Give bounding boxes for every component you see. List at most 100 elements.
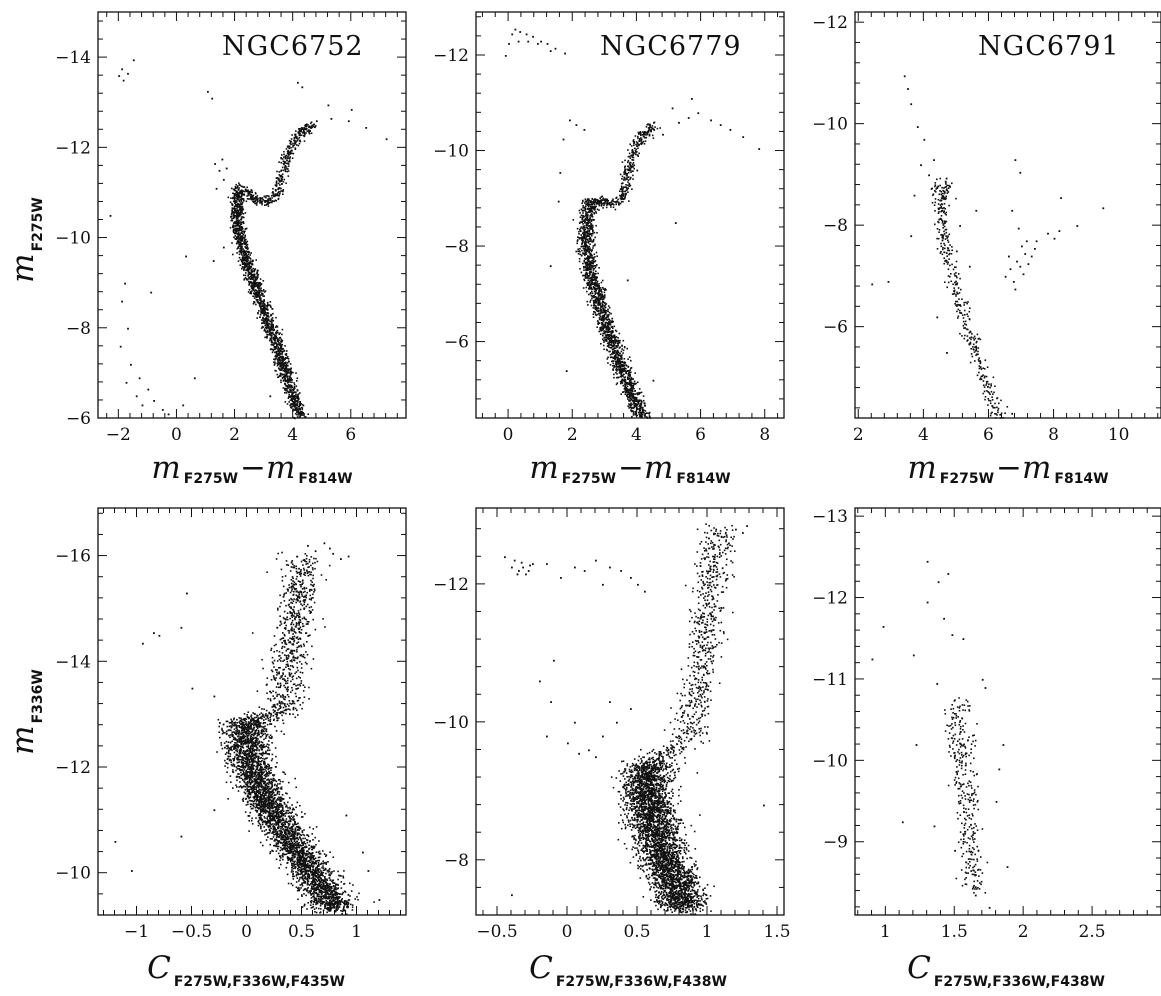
ngc6752-star-point <box>264 312 266 314</box>
ngc6791-star-point <box>1034 248 1036 250</box>
ngc6791-star-point <box>871 284 873 286</box>
ngc6752-star-point <box>194 377 196 379</box>
ngc6779-star-point <box>586 267 588 269</box>
ngc6779-star-point <box>603 310 605 312</box>
ngc6791-star-point <box>1004 412 1006 414</box>
ngc6752-star-point <box>241 268 243 270</box>
ngc6752-star-point <box>259 316 261 318</box>
ngc6791-star-point <box>984 391 986 393</box>
ngc6752-star-point <box>244 191 246 193</box>
ngc6779-star-point <box>578 231 580 233</box>
ngc6752-star-point <box>286 168 288 170</box>
ngc6791-star-point <box>991 396 993 398</box>
ngc6779-star-point <box>618 203 620 205</box>
ngc6779-star-point <box>600 298 602 300</box>
ngc6779-star-point <box>585 214 587 216</box>
ngc6752-star-point <box>287 150 289 152</box>
ngc6791-star-point <box>975 210 977 212</box>
ngc6779-star-point <box>621 361 623 363</box>
ngc6791-star-point <box>948 258 950 260</box>
ngc6752-star-point <box>365 127 367 129</box>
ngc6779-star-point <box>583 267 585 269</box>
ngc6791-star-point <box>888 281 890 283</box>
ngc6779-y-tick-label: −8 <box>444 237 469 257</box>
ngc6779-star-point <box>639 404 641 406</box>
ngc6752-star-point <box>240 242 242 244</box>
ngc6752-star-point <box>313 126 315 128</box>
ngc6752-star-point <box>271 344 273 346</box>
ngc6779-star-point <box>581 272 583 274</box>
ngc6791-star-point <box>970 348 972 350</box>
ngc6752-star-point <box>280 162 282 164</box>
ngc6752-star-point <box>277 356 279 358</box>
ngc6752-star-point <box>243 232 245 234</box>
ngc6779-star-point <box>589 217 591 219</box>
ngc6779-star-point <box>631 416 633 418</box>
ngc6779-star-point <box>622 176 624 178</box>
ngc6752-star-point <box>237 206 239 208</box>
ngc6752-star-point <box>249 266 251 268</box>
ngc6779-star-point <box>583 287 585 289</box>
ngc6779-star-point <box>630 383 632 385</box>
ngc6791-star-point <box>1076 225 1078 227</box>
ngc6752-star-point <box>185 256 187 258</box>
ngc6779-y-tick-label: −6 <box>444 333 469 353</box>
ngc6752-star-point <box>289 158 291 160</box>
ngc6752-x-tick-label: −2 <box>106 425 131 445</box>
ngc6752-star-point <box>271 326 273 328</box>
ngc6752-star-point <box>243 237 245 239</box>
ngc6752-star-point <box>249 272 251 274</box>
ngc6779-star-point <box>587 261 589 263</box>
ngc6779-star-point <box>602 335 604 337</box>
ngc6779-star-point <box>646 137 648 139</box>
ngc6779-star-point <box>624 160 626 162</box>
ngc6752-star-point <box>282 158 284 160</box>
ngc6779-star-point <box>597 273 599 275</box>
ngc6752-star-point <box>237 242 239 244</box>
ngc6779-star-point <box>638 153 640 155</box>
ngc6779-star-point <box>598 204 600 206</box>
ngc6779-star-point <box>591 235 593 237</box>
ngc6791-star-point <box>978 347 980 349</box>
ngc6779-star-point <box>606 328 608 330</box>
ngc6779-star-point <box>605 327 607 329</box>
ngc6752-star-point <box>266 315 268 317</box>
ngc6752-star-point <box>268 319 270 321</box>
ngc6752-star-point <box>235 186 237 188</box>
ngc6779-star-point <box>582 233 584 235</box>
ngc6779-star-point <box>612 349 614 351</box>
ngc6791-star-point <box>977 334 979 336</box>
ngc6752-star-point <box>271 197 273 199</box>
ngc6779-star-point <box>631 387 633 389</box>
ngc6779-star-point <box>593 307 595 309</box>
ngc6791-star-point <box>1010 268 1012 270</box>
ngc6779-star-point <box>629 399 631 401</box>
ngc6779-star-point <box>583 226 585 228</box>
ngc6752-star-point <box>289 143 291 145</box>
ngc6779-star-point <box>627 388 629 390</box>
ngc6752-x-axis-label: m F275W−m F814W <box>151 450 352 487</box>
ngc6791-star-point <box>946 178 948 180</box>
ngc6779-star-point <box>582 212 584 214</box>
ngc6752-star-point <box>281 356 283 358</box>
ngc6779-star-point <box>606 319 608 321</box>
ngc6779-star-point <box>596 199 598 201</box>
ngc6779-star-point <box>612 357 614 359</box>
ngc6779-star-point <box>624 380 626 382</box>
ngc6752-star-point <box>304 136 306 138</box>
ngc6779-star-point <box>644 143 646 145</box>
ngc6752-star-point <box>252 264 254 266</box>
ngc6779-star-point <box>590 278 592 280</box>
ngc6779-star-point <box>584 129 586 131</box>
ngc6791-star-point <box>938 203 940 205</box>
ngc6779-star-point <box>585 218 587 220</box>
ngc6791-star-point <box>964 314 966 316</box>
ngc6779-star-point <box>613 377 615 379</box>
ngc6752-star-point <box>278 180 280 182</box>
ngc6779-star-point <box>643 395 645 397</box>
ngc6752-star-point <box>293 404 295 406</box>
ngc6779-star-point <box>621 178 623 180</box>
ngc6791-star-point <box>994 385 996 387</box>
ngc6791-star-point <box>938 231 940 233</box>
ngc6752-star-point <box>223 247 225 249</box>
